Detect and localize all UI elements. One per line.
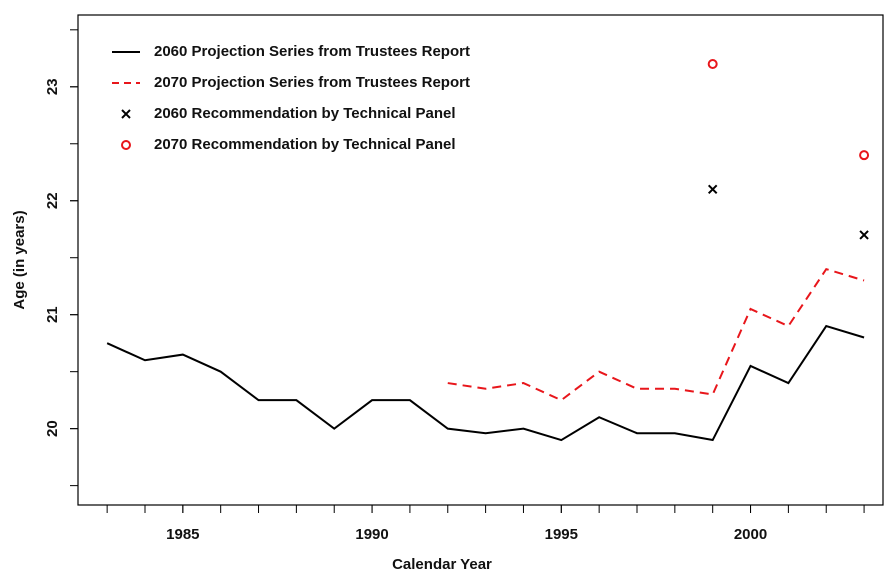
legend-label: 2070 Projection Series from Trustees Rep… <box>154 74 470 91</box>
legend-label: 2060 Projection Series from Trustees Rep… <box>154 43 470 60</box>
x-tick-label: 1985 <box>166 526 199 543</box>
y-tick-label: 23 <box>44 78 61 95</box>
y-tick-label: 22 <box>44 192 61 209</box>
y-tick-label: 21 <box>44 306 61 323</box>
series-line <box>106 324 865 442</box>
y-tick-label: 20 <box>44 420 61 437</box>
legend-label: 2070 Recommendation by Technical Panel <box>154 136 456 153</box>
x-tick-label: 2000 <box>734 526 767 543</box>
series-line <box>447 267 865 402</box>
legend-label: 2060 Recommendation by Technical Panel <box>154 105 456 122</box>
point-marker <box>859 150 870 161</box>
x-tick-label: 1990 <box>355 526 388 543</box>
point-marker <box>859 230 869 240</box>
legend-marker <box>121 140 131 150</box>
point-marker <box>707 184 718 195</box>
point-marker <box>707 59 718 69</box>
plot-frame <box>77 14 884 506</box>
legend-marker <box>121 109 131 119</box>
y-axis-label: Age (in years) <box>11 210 28 309</box>
x-axis-label: Calendar Year <box>392 556 492 573</box>
x-tick-label: 1995 <box>545 526 578 543</box>
